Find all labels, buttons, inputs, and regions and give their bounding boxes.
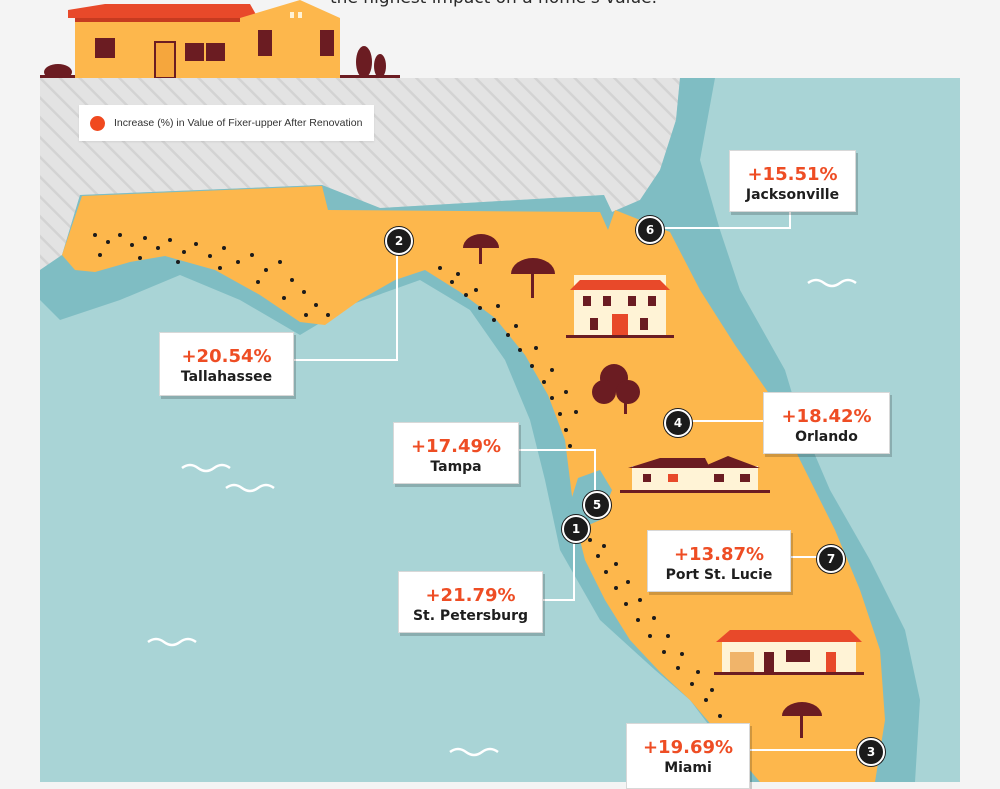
callout-city: Tallahassee (180, 369, 273, 385)
callout-city: St. Petersburg (412, 608, 529, 624)
header-text: the highest impact on a home's value. (330, 0, 657, 8)
callout-percent: +15.51% (747, 164, 838, 185)
callout-orlando: +18.42% Orlando (763, 392, 890, 454)
callout-tampa: +17.49% Tampa (393, 422, 519, 484)
rank-marker-3: 3 (857, 738, 885, 766)
callout-city: Miami (664, 760, 712, 776)
callout-percent: +17.49% (410, 436, 502, 457)
rank-marker-5: 5 (583, 491, 611, 519)
callout-city: Orlando (795, 429, 858, 445)
rank-marker-2: 2 (385, 227, 413, 255)
callout-jacksonville: +15.51% Jacksonville (729, 150, 856, 212)
callout-percent: +13.87% (673, 544, 765, 565)
callout-miami: +19.69% Miami (626, 723, 750, 789)
rank-marker-6: 6 (636, 216, 664, 244)
callout-percent: +20.54% (181, 346, 272, 367)
rank-marker-7: 7 (817, 545, 845, 573)
legend-dot-icon (90, 115, 105, 131)
rank-marker-1: 1 (562, 515, 590, 543)
florida-land (62, 186, 885, 782)
callout-st-petersburg: +21.79% St. Petersburg (398, 571, 543, 633)
house-icon (566, 275, 864, 675)
florida-map (40, 78, 960, 782)
legend-label: Increase (%) in Value of Fixer-upper Aft… (114, 117, 363, 129)
map-svg (40, 78, 960, 782)
wave-icon (147, 278, 857, 757)
tree-icon (463, 234, 822, 738)
callout-percent: +18.42% (781, 406, 872, 427)
callout-tallahassee: +20.54% Tallahassee (159, 332, 294, 396)
callout-city: Port St. Lucie (665, 567, 773, 583)
callout-percent: +21.79% (425, 585, 516, 606)
callout-percent: +19.69% (642, 737, 734, 758)
legend: Increase (%) in Value of Fixer-upper Aft… (79, 105, 374, 141)
callout-port-st-lucie: +13.87% Port St. Lucie (647, 530, 791, 592)
callout-city: Jacksonville (745, 187, 840, 203)
callout-city: Tampa (430, 459, 482, 475)
coastal-dots (93, 233, 722, 718)
header-house-illustration (40, 0, 400, 80)
rank-marker-4: 4 (664, 409, 692, 437)
